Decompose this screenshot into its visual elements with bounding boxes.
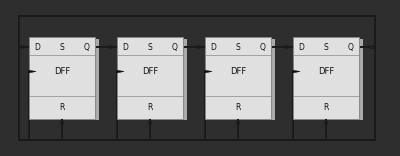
Bar [121, 39, 187, 120]
Text: R: R [59, 103, 65, 112]
Bar [29, 37, 95, 119]
Polygon shape [205, 70, 212, 73]
Bar [117, 37, 183, 119]
Text: DFF: DFF [142, 67, 158, 76]
Text: R: R [147, 103, 153, 112]
Text: D: D [123, 43, 128, 52]
Text: Q: Q [84, 43, 89, 52]
Text: D: D [211, 43, 216, 52]
Text: D: D [299, 43, 304, 52]
Text: Q: Q [348, 43, 353, 52]
Polygon shape [29, 70, 36, 73]
Text: S: S [148, 43, 152, 52]
Bar [205, 37, 271, 119]
Text: R: R [235, 103, 241, 112]
Text: S: S [60, 43, 64, 52]
Bar [209, 39, 275, 120]
Text: Q: Q [260, 43, 265, 52]
Bar [33, 39, 99, 120]
Text: Q: Q [172, 43, 177, 52]
Bar [297, 39, 363, 120]
Text: R: R [323, 103, 329, 112]
Polygon shape [117, 70, 124, 73]
Polygon shape [293, 70, 300, 73]
Text: DFF: DFF [230, 67, 246, 76]
Text: S: S [236, 43, 240, 52]
Bar [293, 37, 359, 119]
Text: DFF: DFF [54, 67, 70, 76]
Text: DFF: DFF [318, 67, 334, 76]
Text: S: S [324, 43, 328, 52]
Text: D: D [35, 43, 40, 52]
